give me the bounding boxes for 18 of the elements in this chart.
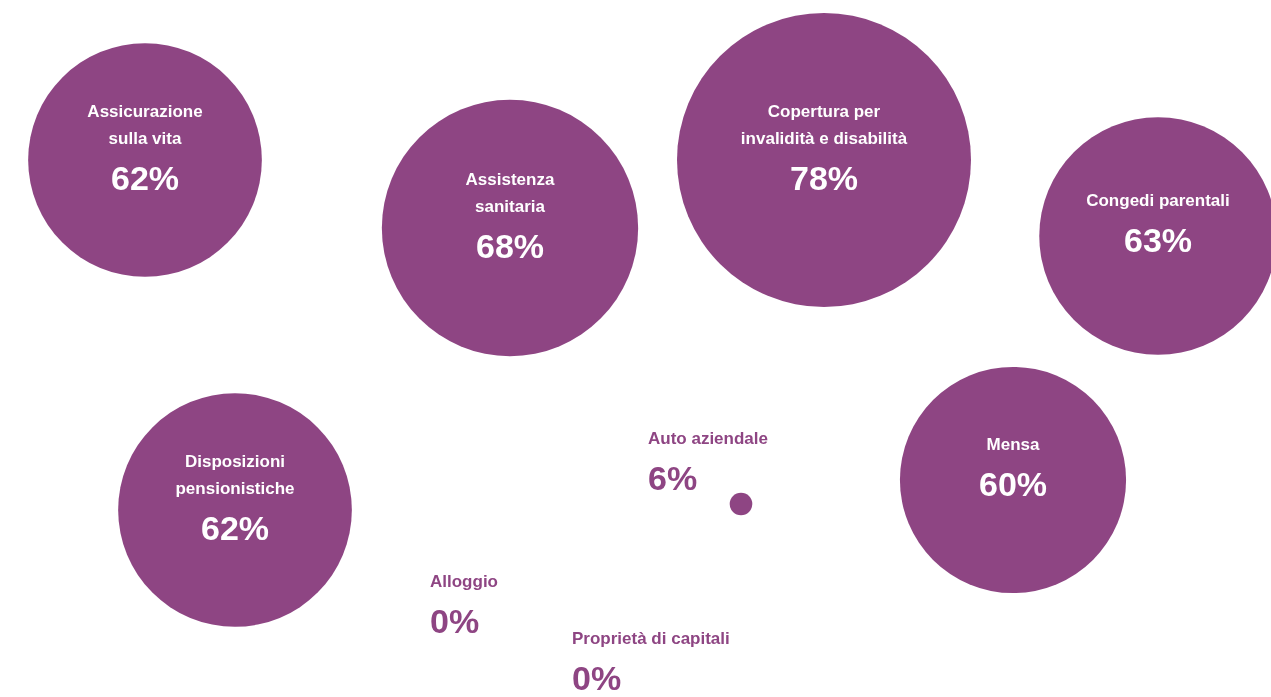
data-label: 0%	[572, 659, 622, 697]
category-label: Disposizioni pensionistiche	[175, 452, 295, 498]
data-label: 6%	[648, 459, 698, 497]
category-label: Auto aziendale	[648, 429, 768, 448]
data-label: 68%	[475, 227, 545, 265]
category-label: Assicurazione sulla vita	[87, 102, 203, 148]
data-label: 0%	[430, 602, 480, 640]
category-label: Alloggio	[430, 572, 498, 591]
data-label: 62%	[200, 509, 270, 547]
category-label: Congedi parentali	[1086, 191, 1230, 210]
category-label: Copertura per invalidità e disabilità	[740, 102, 908, 148]
category-label: Assistenza sanitaria	[465, 170, 555, 216]
data-label: 60%	[978, 465, 1048, 503]
category-label: Mensa	[986, 435, 1040, 454]
data-label: 63%	[1123, 221, 1193, 259]
data-label: 62%	[110, 159, 180, 197]
data-label: 78%	[789, 159, 859, 197]
category-label: Proprietà di capitali	[572, 629, 730, 648]
